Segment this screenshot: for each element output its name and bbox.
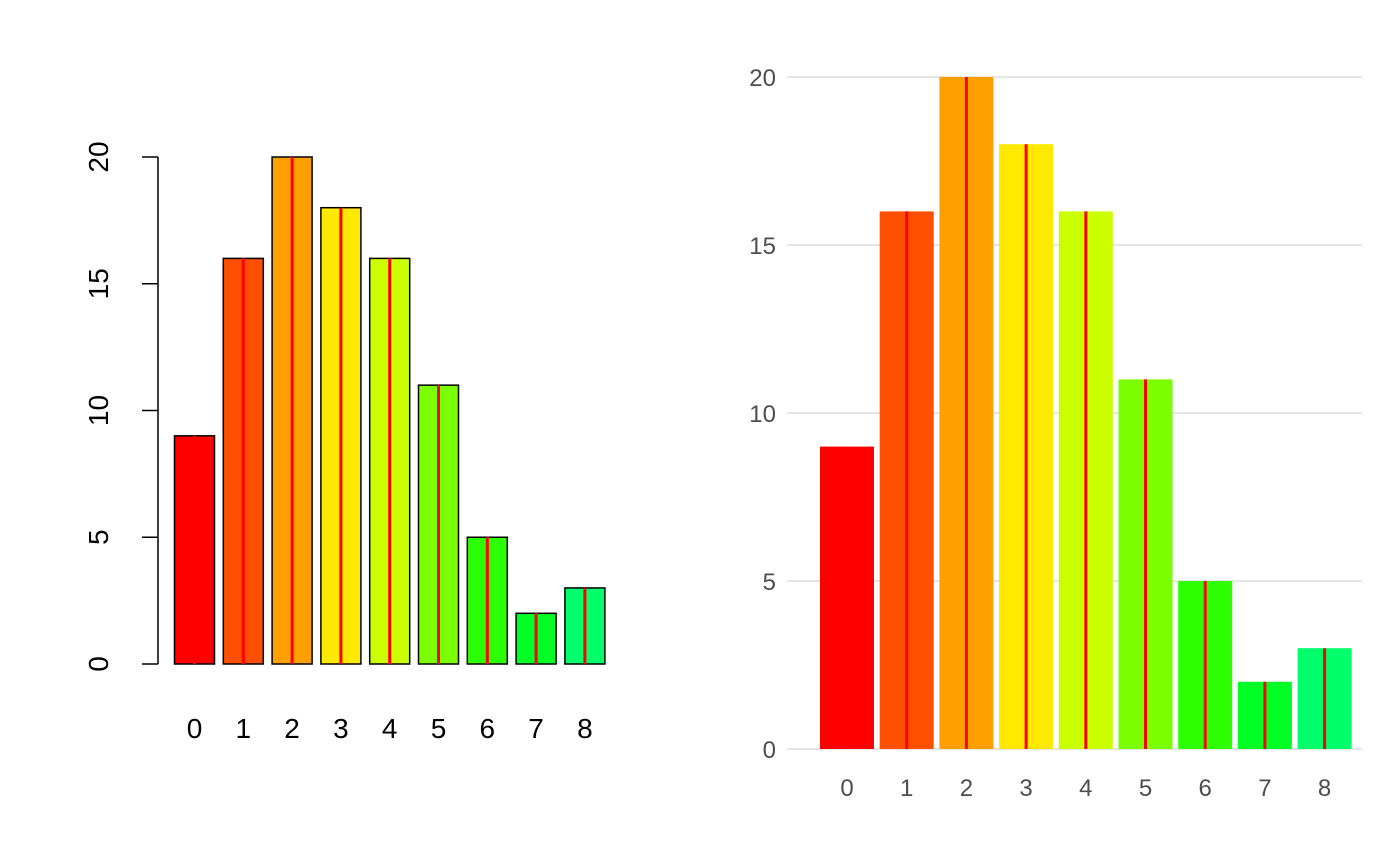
- y-tick-label: 5: [83, 529, 114, 545]
- x-tick-label: 8: [577, 713, 593, 744]
- y-tick-label: 0: [763, 737, 776, 764]
- left-bar-chart: 0 5 10 15 20 0 1 2 3 4 5 6 7 8: [83, 141, 606, 744]
- x-tick-label: 0: [187, 713, 203, 744]
- x-tick-label: 6: [480, 713, 496, 744]
- x-tick-label: 2: [960, 775, 973, 802]
- x-tick-label: 3: [1019, 775, 1032, 802]
- x-tick-label: 7: [1258, 775, 1271, 802]
- y-tick-label: 15: [83, 268, 114, 299]
- x-tick-label: 0: [840, 775, 853, 802]
- y-tick-label: 10: [83, 395, 114, 426]
- x-tick-label: 5: [1139, 775, 1152, 802]
- y-tick-label: 5: [763, 569, 776, 596]
- x-tick-label: 1: [900, 775, 913, 802]
- x-tick-label: 3: [333, 713, 349, 744]
- x-tick-label: 4: [1079, 775, 1092, 802]
- x-tick-label: 8: [1318, 775, 1331, 802]
- x-tick-label: 4: [382, 713, 398, 744]
- x-tick-label: 7: [528, 713, 544, 744]
- y-tick-label: 10: [749, 401, 776, 428]
- x-tick-label: 1: [236, 713, 252, 744]
- y-tick-label: 20: [83, 141, 114, 172]
- y-tick-label: 15: [749, 233, 776, 260]
- y-tick-label: 20: [749, 65, 776, 92]
- x-tick-label: 5: [431, 713, 447, 744]
- x-tick-label: 6: [1199, 775, 1212, 802]
- x-tick-label: 2: [284, 713, 300, 744]
- y-tick-label: 0: [83, 656, 114, 672]
- right-bar-chart: 0 5 10 15 20 0 1 2 3 4 5 6 7 8: [749, 65, 1362, 802]
